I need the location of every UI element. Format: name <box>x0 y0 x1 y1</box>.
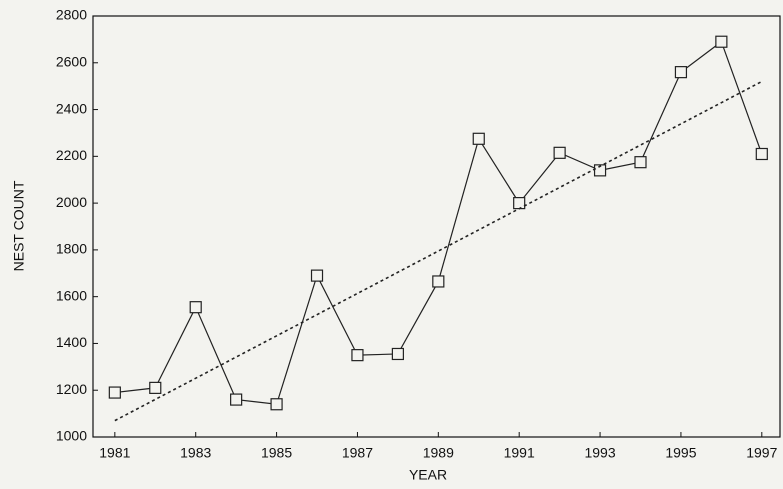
plot-frame <box>92 15 781 438</box>
marker <box>553 146 566 159</box>
marker <box>108 386 121 399</box>
x-tick-label: 1985 <box>261 445 292 461</box>
y-tick-label: 2400 <box>56 100 87 116</box>
y-tick-label: 2600 <box>56 53 87 69</box>
marker <box>310 269 324 282</box>
y-tick-label: 1200 <box>56 381 87 397</box>
marker <box>391 347 404 361</box>
trend-line <box>114 80 763 422</box>
y-tick-label: 1000 <box>56 428 87 444</box>
marker <box>189 301 202 314</box>
x-tick-label: 1995 <box>665 445 696 461</box>
marker <box>351 349 364 362</box>
y-tick-label: 2000 <box>56 194 87 210</box>
marker <box>270 398 283 411</box>
x-tick-label: 1981 <box>99 445 130 461</box>
x-tick-label: 1993 <box>584 445 615 461</box>
y-tick-label: 2800 <box>56 7 87 23</box>
marker <box>513 197 526 210</box>
x-tick-label: 1983 <box>180 445 211 461</box>
y-tick-label: 2200 <box>56 147 87 163</box>
marker <box>634 156 647 169</box>
marker <box>715 35 728 48</box>
marker <box>432 275 445 288</box>
x-tick-label: 1997 <box>746 445 777 461</box>
x-tick-label: 1989 <box>423 445 454 461</box>
marker <box>149 381 162 394</box>
y-tick-label: 1600 <box>56 287 87 303</box>
marker <box>472 132 485 145</box>
x-tick-label: 1987 <box>342 445 373 461</box>
y-tick-label: 1800 <box>56 241 87 257</box>
y-tick-label: 1400 <box>56 334 87 350</box>
marker <box>230 393 243 406</box>
x-axis-label: YEAR <box>409 467 447 483</box>
marker <box>755 147 768 161</box>
x-tick-label: 1991 <box>504 445 535 461</box>
marker <box>593 164 607 177</box>
marker <box>674 66 688 79</box>
y-axis-label: NEST COUNT <box>11 180 27 271</box>
